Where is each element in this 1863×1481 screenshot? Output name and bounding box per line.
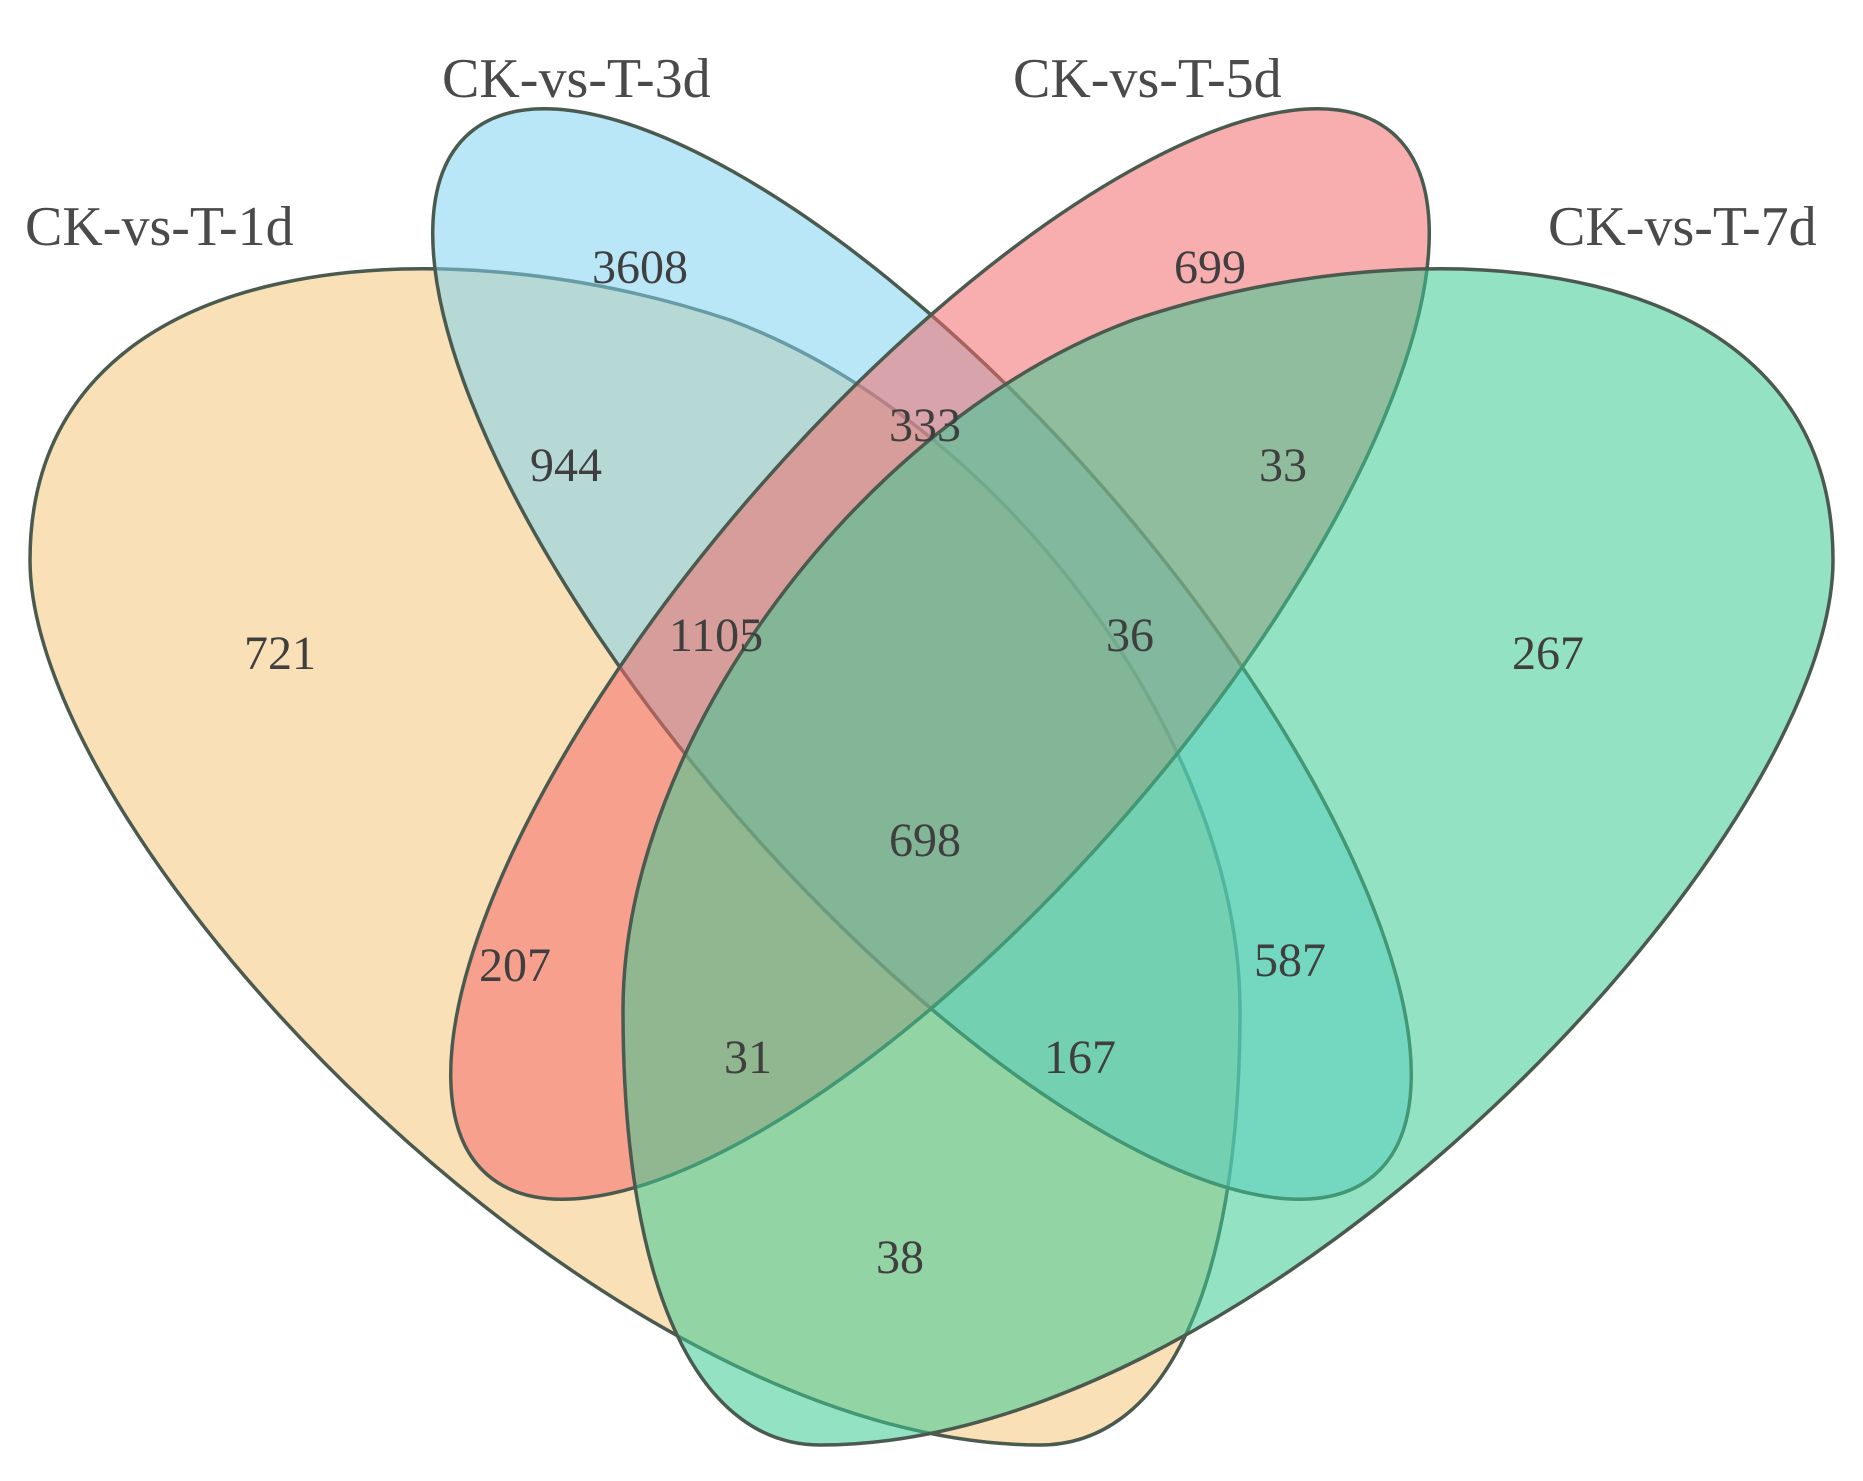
set-label-1d: CK-vs-T-1d [25,196,294,258]
set-label-7d: CK-vs-T-7d [1548,196,1817,258]
region-count-7d-only: 267 [1512,627,1584,680]
region-count-3d-only: 3608 [592,241,688,294]
region-count-1d-3d-7d: 167 [1044,1031,1116,1084]
region-count-1d-3d-5d: 1105 [669,609,763,662]
set-label-3d: CK-vs-T-3d [442,48,711,110]
region-count-1d-3d: 944 [530,439,602,492]
region-count-1d-7d: 38 [876,1231,924,1284]
region-count-1d-5d-7d: 31 [724,1031,772,1084]
region-count-3d-7d: 587 [1254,934,1326,987]
region-count-5d-7d: 33 [1259,439,1307,492]
region-count-1d-only: 721 [244,627,316,680]
region-count-3d-5d: 333 [889,399,961,452]
set-label-5d: CK-vs-T-5d [1013,48,1282,110]
set-ellipse-7d [621,267,1835,1447]
region-count-1d-5d: 207 [479,939,551,992]
region-count-5d-only: 699 [1174,241,1246,294]
region-count-3d-5d-7d: 36 [1106,609,1154,662]
region-count-all: 698 [889,814,961,867]
